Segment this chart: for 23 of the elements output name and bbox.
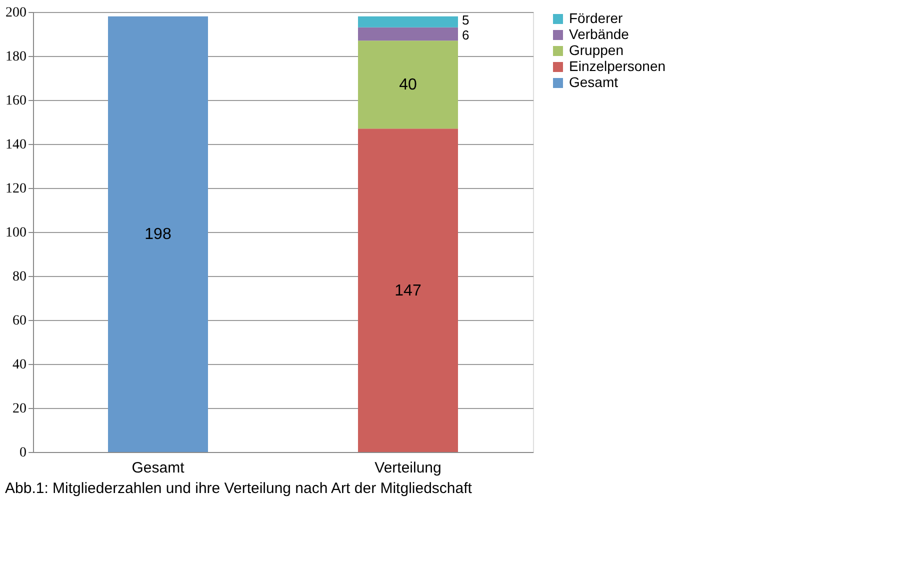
legend-label: Einzelpersonen xyxy=(569,58,666,74)
y-tick-label: 160 xyxy=(6,94,26,108)
y-tick-label: 80 xyxy=(12,270,26,284)
y-tick-label: 200 xyxy=(6,6,26,20)
y-tick-label: 140 xyxy=(6,138,26,152)
caption: Abb.1: Mitgliederzahlen und ihre Verteilung nach Art der Mitgliedschaft xyxy=(5,480,473,497)
data-label: 40 xyxy=(399,76,417,94)
y-tick-label: 20 xyxy=(12,402,26,416)
y-tick-label: 60 xyxy=(12,314,26,328)
x-tick-label: Verteilung xyxy=(374,460,442,476)
data-label: 198 xyxy=(144,226,172,244)
y-tick-label: 120 xyxy=(6,182,26,196)
y-tick-label: 180 xyxy=(6,50,26,64)
data-label: 5 xyxy=(462,12,470,28)
y-tick-label: 0 xyxy=(20,446,26,460)
legend-label: Verbände xyxy=(569,26,630,42)
y-tick-label: 40 xyxy=(12,358,26,372)
legend-label: Gruppen xyxy=(569,42,624,58)
legend-label: Förderer xyxy=(569,10,624,26)
legend-label: Gesamt xyxy=(569,74,618,90)
data-label: 6 xyxy=(462,28,470,42)
y-tick-label: 100 xyxy=(6,226,26,240)
data-label: 147 xyxy=(394,282,422,300)
